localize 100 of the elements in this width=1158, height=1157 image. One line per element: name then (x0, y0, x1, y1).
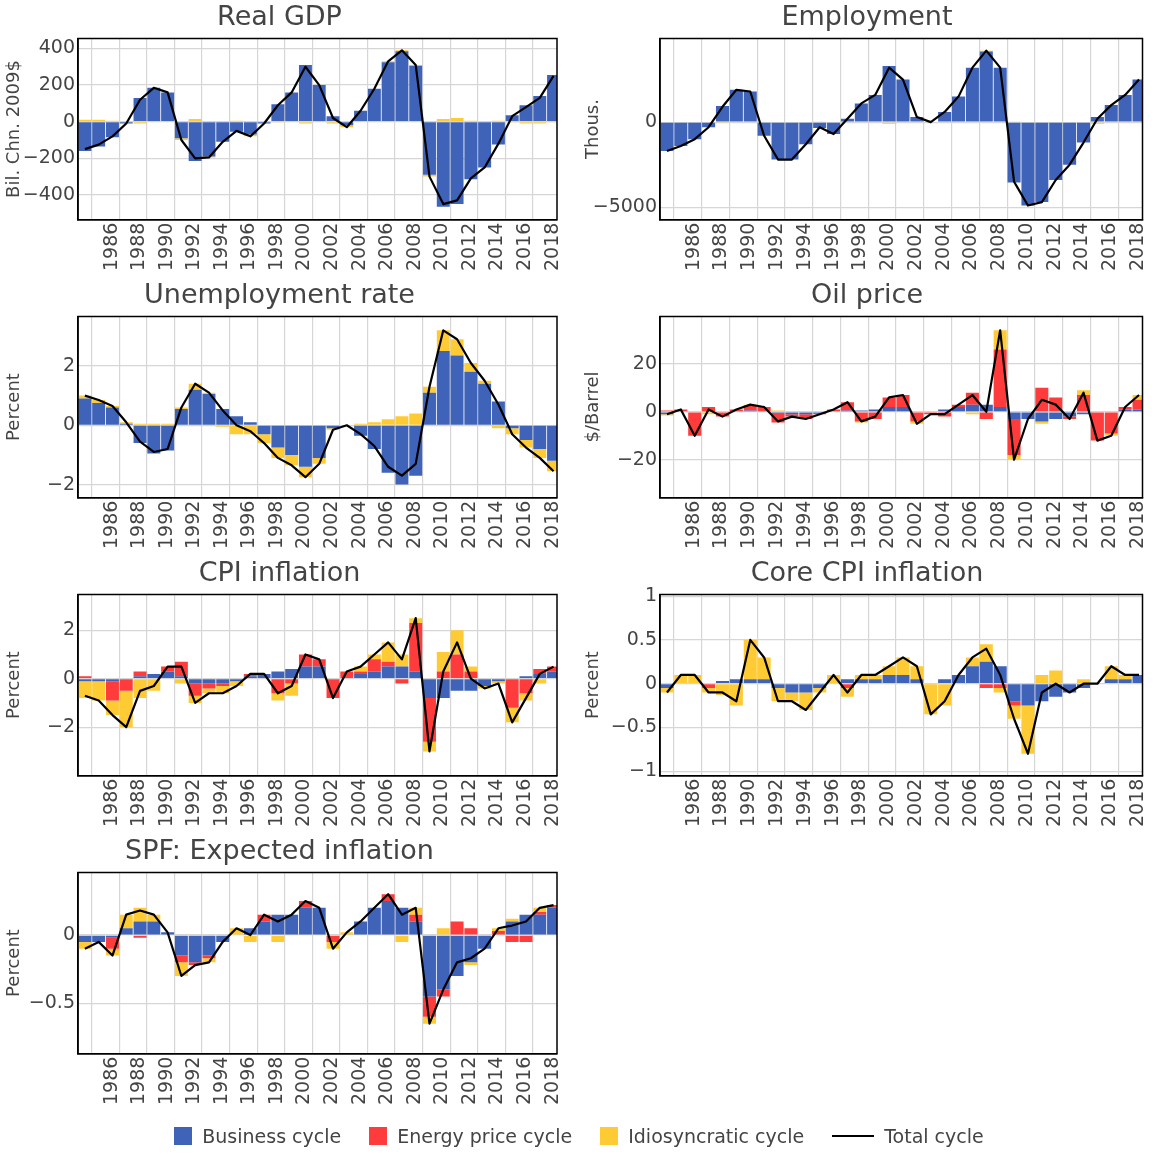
x-tick-label: 1998 (263, 1056, 286, 1106)
x-tick-label: 2008 (401, 500, 424, 550)
x-tick-label: 2000 (875, 500, 898, 550)
x-tick-label: 2010 (1013, 222, 1036, 272)
y-axis-title: $/Barrel (581, 371, 603, 443)
y-axis-title: Bil. Chn. 2009$ (2, 60, 24, 198)
chart-title: Employment (781, 0, 953, 32)
x-tick-label: 1992 (181, 778, 204, 828)
x-tick-label: 1990 (736, 778, 759, 828)
y-tick-label: 400 (38, 35, 75, 58)
x-tick-label: 1992 (181, 1056, 204, 1106)
x-tick-label: 1998 (263, 222, 286, 272)
x-tick-label: 2008 (986, 500, 1009, 550)
x-tick-label: 1998 (263, 500, 286, 550)
x-tick-label: 2006 (374, 500, 397, 550)
x-tick-label: 2008 (986, 778, 1009, 828)
x-tick-label: 2012 (1041, 500, 1064, 550)
y-tick-label: 0 (62, 665, 75, 688)
x-tick-label: 1994 (791, 500, 814, 550)
x-tick-label: 2012 (1041, 778, 1064, 828)
x-tick-label: 1990 (153, 500, 176, 550)
x-tick-label: 1988 (126, 500, 149, 550)
chart-title: Unemployment rate (144, 278, 415, 310)
x-tick-label: 2008 (401, 1056, 424, 1106)
x-tick-label: 1988 (126, 1056, 149, 1106)
x-tick-label: 2000 (875, 778, 898, 828)
x-tick-label: 1986 (98, 778, 121, 828)
x-tick-label: 1990 (153, 222, 176, 272)
y-tick-label: 0 (644, 670, 657, 693)
x-tick-label: 1986 (98, 1056, 121, 1106)
x-tick-label: 2014 (484, 500, 507, 550)
y-tick-label: 200 (38, 72, 75, 95)
x-tick-label: 2006 (374, 222, 397, 272)
x-tick-label: 2008 (986, 222, 1009, 272)
x-tick-label: 2006 (958, 222, 981, 272)
y-tick-label: 2 (62, 352, 75, 375)
x-tick-label: 2002 (319, 1056, 342, 1106)
x-tick-label: 2006 (374, 1056, 397, 1106)
x-tick-label: 1988 (126, 222, 149, 272)
x-tick-label: 1998 (847, 222, 870, 272)
x-tick-label: 1988 (126, 778, 149, 828)
x-tick-label: 1996 (236, 222, 259, 272)
x-tick-label: 1986 (98, 500, 121, 550)
y-tick-label: 0 (62, 108, 75, 131)
y-tick-label: −20 (616, 446, 657, 469)
y-axis-title: Thous. (581, 99, 603, 160)
x-tick-label: 2004 (930, 778, 953, 828)
x-tick-label: 1996 (819, 222, 842, 272)
x-tick-label: 2004 (346, 778, 369, 828)
x-tick-label: 1994 (208, 222, 231, 272)
x-tick-label: 2016 (1097, 500, 1120, 550)
y-tick-label: 20 (632, 350, 657, 373)
x-tick-label: 1990 (153, 778, 176, 828)
x-tick-label: 1992 (764, 778, 787, 828)
x-tick-label: 2004 (346, 222, 369, 272)
x-tick-label: 2004 (930, 222, 953, 272)
x-tick-label: 2006 (374, 778, 397, 828)
x-tick-label: 2018 (1125, 222, 1148, 272)
x-tick-label: 2000 (875, 222, 898, 272)
x-tick-label: 2002 (319, 222, 342, 272)
y-tick-label: −400 (22, 181, 75, 204)
x-tick-label: 2016 (1097, 778, 1120, 828)
x-tick-label: 2016 (512, 500, 535, 550)
x-tick-label: 1986 (680, 500, 703, 550)
x-tick-label: 2014 (484, 222, 507, 272)
chart-title: SPF: Expected inflation (125, 834, 434, 866)
x-tick-label: 2018 (539, 1056, 562, 1106)
x-tick-label: 2014 (484, 778, 507, 828)
y-tick-label: 0 (62, 412, 75, 435)
legend-label: Energy price cycle (397, 1125, 573, 1147)
x-tick-label: 2010 (429, 1056, 452, 1106)
x-tick-label: 2010 (429, 500, 452, 550)
x-tick-label: 2018 (1125, 500, 1148, 550)
x-tick-label: 2016 (1097, 222, 1120, 272)
y-tick-label: 0 (644, 109, 657, 132)
x-tick-label: 2004 (346, 1056, 369, 1106)
legend-label: Idiosyncratic cycle (628, 1125, 805, 1147)
x-tick-label: 2014 (1069, 778, 1092, 828)
x-tick-label: 2004 (346, 500, 369, 550)
x-tick-label: 2016 (512, 778, 535, 828)
x-tick-label: 1986 (680, 778, 703, 828)
x-tick-label: 2002 (319, 778, 342, 828)
chart-title: Real GDP (217, 0, 342, 32)
x-tick-label: 2008 (401, 778, 424, 828)
y-tick-label: −5000 (592, 194, 657, 217)
x-tick-label: 1992 (764, 500, 787, 550)
x-tick-label: 1992 (181, 500, 204, 550)
x-tick-label: 1986 (98, 222, 121, 272)
x-tick-label: 2016 (512, 1056, 535, 1106)
chart-title: Oil price (810, 278, 924, 310)
y-tick-label: 0 (644, 398, 657, 421)
chart-title: CPI inflation (198, 556, 361, 588)
x-tick-label: 2014 (484, 1056, 507, 1106)
x-tick-label: 1996 (236, 1056, 259, 1106)
x-tick-label: 1994 (208, 778, 231, 828)
x-tick-label: 2002 (319, 500, 342, 550)
y-tick-label: −1 (628, 758, 657, 781)
y-tick-label: 0.5 (626, 626, 657, 649)
legend-label: Business cycle (202, 1125, 342, 1147)
x-tick-label: 1994 (208, 1056, 231, 1106)
